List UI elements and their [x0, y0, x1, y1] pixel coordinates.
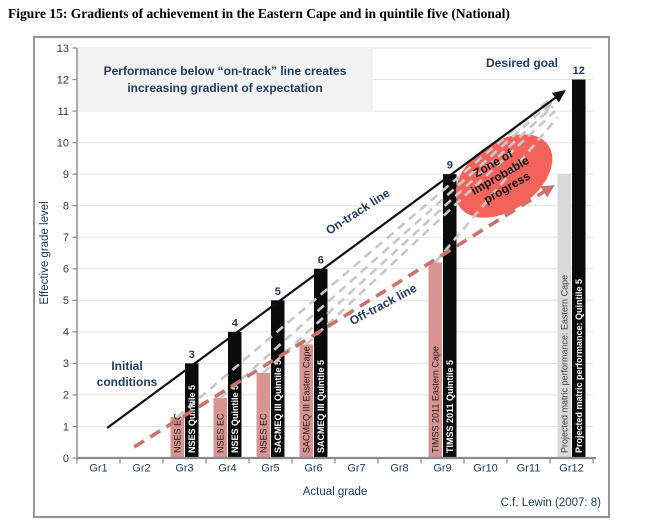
bar-label: NSES Quintile 5	[230, 385, 240, 453]
x-tick-label-gr5: Gr5	[261, 463, 279, 475]
y-tick-label: 3	[63, 358, 69, 370]
y-tick-label: 0	[63, 453, 69, 465]
y-tick-label: 2	[63, 390, 69, 402]
bar-label: SACMEQ III Quintile 5	[273, 360, 283, 453]
zone-of-improbable-progress-ellipse	[455, 134, 553, 218]
y-tick-label: 1	[63, 421, 69, 433]
bar-gr5-eastern-cape	[256, 372, 270, 458]
expectation-fan-line	[176, 98, 551, 418]
bar-value-label: 4	[232, 317, 239, 329]
y-tick-label: 8	[63, 200, 69, 212]
desired-goal-label: Desired goal	[486, 56, 558, 70]
x-tick-label-gr7: Gr7	[347, 463, 365, 475]
bar-label: TIMSS 2011 Quintile 5	[445, 360, 455, 453]
bar-value-label: 6	[318, 254, 324, 266]
bar-label: NSES Quintile 5	[187, 385, 197, 453]
chart-canvas: Performance below “on-track” line create…	[39, 43, 602, 509]
x-tick-label-gr3: Gr3	[175, 463, 193, 475]
expectation-fan-line	[434, 116, 559, 264]
bar-value-label: 12	[573, 65, 585, 77]
y-tick-label: 11	[58, 106, 69, 118]
bar-gr12-eastern-cape	[557, 174, 571, 458]
expectation-fan-line	[262, 105, 554, 374]
bar-label: Projected matric performance: Eastern Ca…	[559, 275, 569, 453]
info-box-line2: increasing gradient of expectation	[127, 81, 322, 95]
chart-frame: Performance below “on-track” line create…	[33, 36, 610, 518]
bar-gr4-eastern-cape	[213, 398, 227, 458]
on-track-line-label: On-track line	[323, 186, 392, 238]
info-box	[78, 48, 373, 112]
bar-value-label: 5	[275, 286, 281, 298]
figure-title: Figure 15: Gradients of achievement in t…	[8, 6, 510, 21]
x-tick-label-gr8: Gr8	[390, 463, 408, 475]
source-note: C.f. Lewin (2007: 8)	[501, 497, 602, 509]
x-tick-label-gr2: Gr2	[132, 463, 150, 475]
y-tick-label: 6	[63, 264, 69, 276]
bar-label: SACMEQ III Eastern Cape	[301, 346, 311, 453]
bar-value-label: 9	[447, 160, 453, 172]
off-track-line-label: Off-track line	[347, 281, 419, 328]
x-tick-label-gr11: Gr11	[517, 463, 541, 475]
y-tick-label: 4	[63, 327, 69, 339]
bar-gr6-eastern-cape	[299, 344, 313, 458]
y-tick-label: 5	[63, 295, 69, 307]
info-box-line1: Performance below “on-track” line create…	[104, 64, 347, 78]
x-tick-label-gr6: Gr6	[304, 463, 322, 475]
bar-label: NSES EC	[215, 413, 225, 453]
off-track-line	[133, 184, 555, 449]
y-axis-title: Effective grade level	[39, 201, 51, 304]
y-tick-label: 12	[57, 74, 69, 86]
y-tick-label: 7	[63, 232, 69, 244]
x-tick-label-gr1: Gr1	[89, 463, 107, 475]
x-tick-label-gr10: Gr10	[473, 463, 497, 475]
bar-label: NSES EC	[258, 413, 268, 453]
bar-label: Projected matric performance: Quintile 5	[574, 279, 584, 453]
x-tick-label-gr9: Gr9	[433, 463, 451, 475]
bar-gr12-quintile5	[572, 79, 586, 459]
x-tick-label-gr4: Gr4	[218, 463, 236, 475]
expectation-fan-line	[219, 100, 553, 400]
bar-label: NSES EC	[172, 413, 182, 453]
bars: NSES EC NSES EC NSES EC SACMEQ III Eastern …	[170, 65, 586, 459]
x-axis-title: Actual grade	[303, 486, 368, 498]
initial-conditions-line1: Initial	[111, 359, 142, 373]
initial-conditions-line2: conditions	[97, 375, 158, 389]
y-tick-label: 13	[57, 43, 69, 55]
on-track-line	[106, 90, 566, 429]
bar-gr5-quintile5	[271, 300, 285, 458]
y-tick-label: 10	[57, 137, 69, 149]
bar-gr3-eastern-cape	[170, 417, 184, 458]
bar-gr9-eastern-cape	[428, 262, 442, 458]
trend-arrows	[106, 90, 566, 449]
bar-gr4-quintile5	[228, 331, 242, 458]
axes	[72, 47, 596, 464]
expectation-fan-lines	[176, 98, 559, 418]
x-tick-label-gr12: Gr12	[559, 463, 583, 475]
bar-value-label: 3	[189, 349, 195, 361]
bar-gr6-quintile5	[314, 268, 328, 458]
bar-gr9-quintile5	[443, 174, 457, 458]
bar-label: TIMSS 2011 Eastern Cape	[430, 346, 440, 453]
y-tick-label: 9	[63, 169, 69, 181]
x-axis-labels: Gr1 Gr2 Gr3 Gr4 Gr5 Gr6 Gr7 Gr8 Gr9 Gr10 Gr11 Gr12	[89, 463, 583, 475]
bar-label: SACMEQ III Quintile 5	[316, 360, 326, 453]
